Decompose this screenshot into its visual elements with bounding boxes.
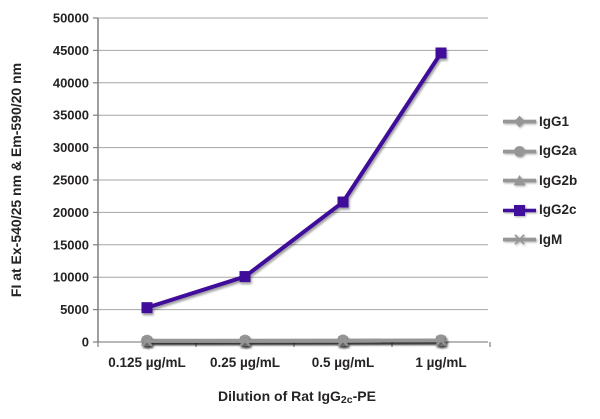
x-tick-label: 0.5 µg/mL — [312, 355, 375, 370]
y-tick-label: 50000 — [53, 11, 89, 26]
square-marker — [435, 47, 447, 59]
y-tick-label: 25000 — [53, 173, 89, 188]
x-axis-title: Dilution of Rat IgG2c-PE — [218, 388, 376, 406]
legend-label: IgG2b — [539, 172, 578, 188]
legend-label: IgM — [539, 231, 563, 247]
igg2c-square-marker-icon — [503, 204, 536, 216]
legend-entry-igg2c: IgG2c — [503, 200, 577, 221]
legend-entry-igg1: IgG1 — [503, 111, 577, 132]
x-tick-label: 0.25 µg/mL — [210, 355, 280, 370]
y-tick-label: 0 — [82, 335, 89, 350]
square-marker — [141, 302, 153, 314]
gridlines — [98, 17, 488, 343]
square-marker — [337, 196, 349, 208]
legend-label: IgG2c — [539, 202, 577, 218]
igg1-diamond-marker-icon — [503, 115, 536, 128]
series-line-IgG2c — [145, 50, 443, 310]
legend-entry-igg2b: IgG2b — [503, 170, 577, 191]
y-tick-label: 20000 — [53, 205, 89, 220]
axis-labels: 0 5000 10000 15000 20000 25000 30000 35000 40000… — [8, 11, 467, 407]
series-line-IgM — [145, 338, 443, 343]
igg2a-circle-marker-icon — [503, 145, 536, 157]
axes — [93, 17, 491, 347]
igg2b-triangle-marker-icon — [503, 175, 536, 186]
series-IgG2c — [141, 47, 447, 314]
x-tick-label: 0.125 µg/mL — [108, 355, 186, 370]
igm-asterisk-marker-icon — [503, 234, 536, 245]
y-tick-label: 35000 — [53, 108, 89, 123]
legend-label: IgG2a — [539, 143, 577, 159]
asterisk-marker — [336, 335, 350, 347]
y-axis-title: FI at Ex-540/25 nm & Em-590/20 nm — [8, 63, 24, 297]
legend-label: IgG1 — [539, 113, 570, 129]
y-tick-label: 5000 — [60, 302, 89, 317]
series-IgM — [140, 335, 448, 347]
x-tick-label: 1 µg/mL — [415, 355, 466, 370]
data-series — [140, 47, 448, 347]
y-tick-label: 30000 — [53, 140, 89, 155]
y-tick-label: 10000 — [53, 270, 89, 285]
y-tick-label: 40000 — [53, 75, 89, 90]
y-tick-label: 15000 — [53, 237, 89, 252]
asterisk-marker — [434, 335, 448, 346]
y-tick-label: 45000 — [53, 43, 89, 58]
square-marker — [239, 271, 251, 283]
asterisk-marker — [238, 335, 252, 347]
asterisk-marker — [140, 336, 154, 347]
legend: IgG1 IgG2a IgG2b IgG2c — [503, 111, 577, 259]
legend-entry-igg2a: IgG2a — [503, 141, 577, 162]
legend-entry-igm: IgM — [503, 229, 577, 250]
